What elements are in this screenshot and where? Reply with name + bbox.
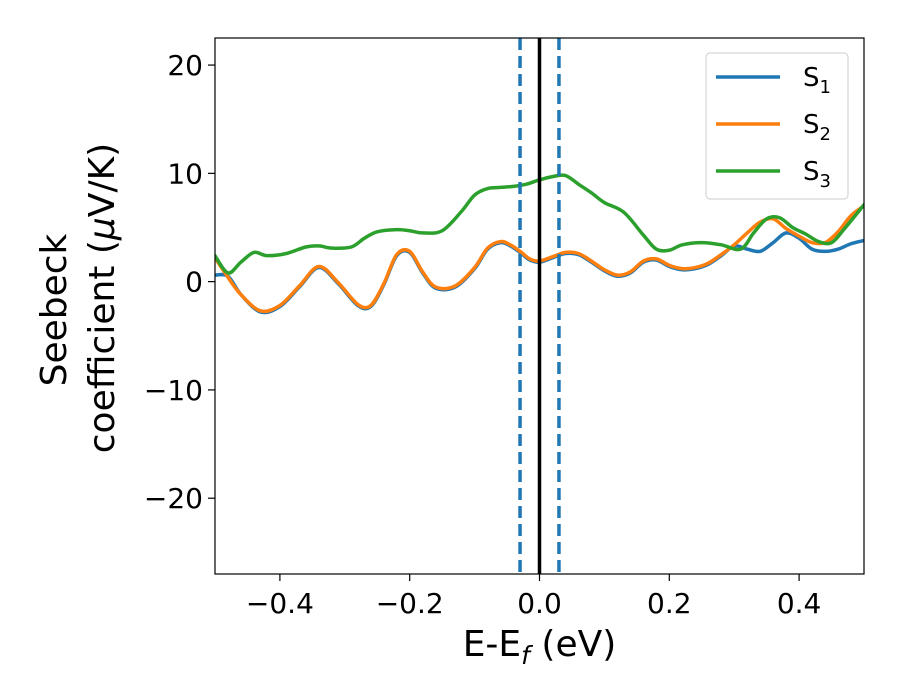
y-axis-label-line2: coefficient (μV/K) xyxy=(82,143,123,453)
y-axis-ticks: −20 −10 0 10 20 xyxy=(144,49,215,515)
x-tick-label: 0.2 xyxy=(647,587,692,620)
x-axis-label: E-Ef (eV) xyxy=(463,624,617,670)
x-axis-label-main: E-E xyxy=(463,624,521,665)
x-tick-label: 0.4 xyxy=(777,587,822,620)
legend: S1 S2 S3 xyxy=(705,52,849,200)
y-tick-label: 10 xyxy=(167,157,203,190)
x-axis-ticks: −0.4 −0.2 0.0 0.2 0.4 xyxy=(246,574,821,620)
y-axis-label-pre: coefficient ( xyxy=(82,240,123,453)
vline-layer xyxy=(518,38,561,574)
x-axis-label-unit: (eV) xyxy=(530,624,616,665)
y-tick-label: 20 xyxy=(167,49,203,82)
y-tick-label: 0 xyxy=(185,266,203,299)
y-axis-label: Seebeck coefficient (μV/K) xyxy=(34,143,123,453)
legend-label: S1 xyxy=(803,63,831,98)
legend-box xyxy=(705,52,849,200)
legend-label: S3 xyxy=(803,157,831,192)
y-tick-label: −20 xyxy=(144,482,203,515)
y-axis-label-line1: Seebeck xyxy=(34,233,75,386)
y-axis-label-post: V/K) xyxy=(82,143,123,217)
x-tick-label: 0.0 xyxy=(517,587,562,620)
x-tick-label: −0.2 xyxy=(376,587,444,620)
y-axis-label-mu: μ xyxy=(82,217,123,241)
y-tick-label: −10 xyxy=(144,374,203,407)
legend-label: S2 xyxy=(803,110,831,145)
x-tick-label: −0.4 xyxy=(246,587,314,620)
